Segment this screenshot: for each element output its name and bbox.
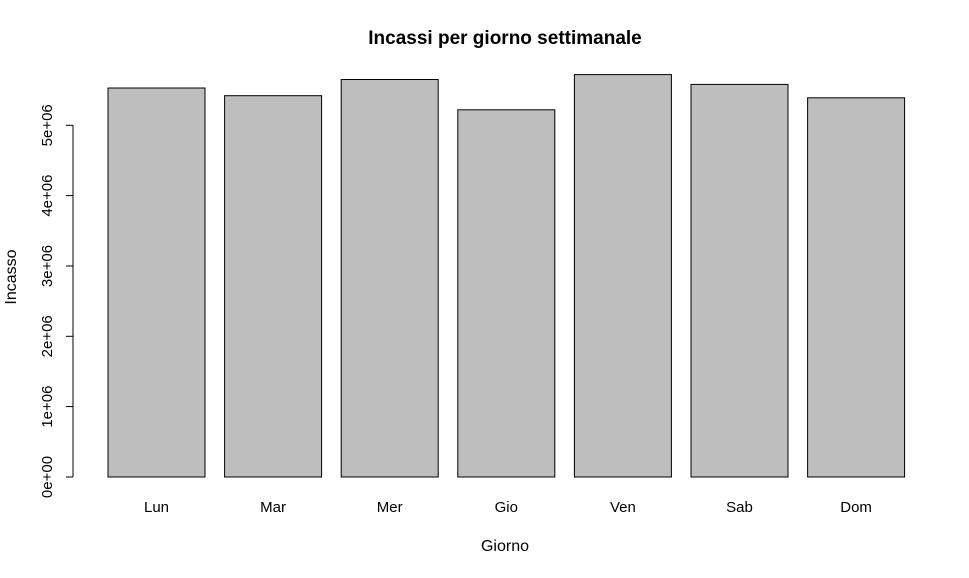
y-axis: 0e+00 1e+06 2e+06 3e+06 4e+06 5e+06 [39, 104, 74, 498]
y-tick-label: 3e+06 [39, 245, 56, 287]
bar-dom [807, 97, 906, 478]
x-tick-labels: Lun Mar Mer Gio Ven Sab Dom [144, 499, 872, 516]
y-tick-label: 4e+06 [39, 175, 56, 217]
x-tick-label: Ven [610, 499, 636, 516]
x-tick-label: Mar [260, 499, 286, 516]
bar-mar [224, 95, 323, 478]
y-tick-label: 1e+06 [39, 386, 56, 428]
y-tick-label: 5e+06 [39, 104, 56, 146]
x-tick-label: Gio [495, 499, 518, 516]
bar-sab [690, 83, 789, 478]
x-tick-label: Sab [726, 499, 753, 516]
bar-lun [107, 87, 206, 478]
chart-title: Incassi per giorno settimanale [368, 28, 641, 49]
y-axis-label: Incasso [3, 249, 20, 304]
bar-gio [457, 109, 556, 478]
bar-mer [340, 79, 439, 478]
y-tick-label: 0e+00 [39, 456, 56, 498]
bars-group [107, 74, 906, 478]
y-tick-label: 2e+06 [39, 315, 56, 357]
x-tick-label: Dom [840, 499, 872, 516]
x-tick-label: Lun [144, 499, 169, 516]
bar-ven [573, 74, 672, 478]
x-axis-label: Giorno [481, 538, 529, 555]
x-tick-label: Mer [377, 499, 403, 516]
